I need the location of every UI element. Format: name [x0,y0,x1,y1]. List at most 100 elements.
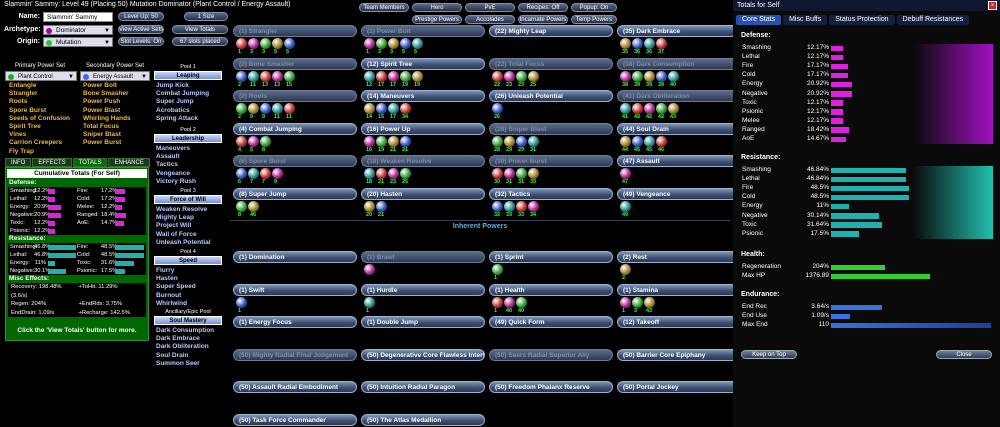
enhancement-icon[interactable] [388,70,399,82]
power-slot[interactable]: (1) Energy Focus [233,316,357,328]
tab-effects[interactable]: EFFECTS [32,158,72,167]
power-slot[interactable]: (41) Dark Obliteration [617,90,741,102]
enhancement-icon[interactable] [620,168,631,179]
primary-power-item[interactable]: Roots [9,98,28,106]
tab-misc-buffs[interactable]: Misc Buffs [783,15,828,25]
power-slot[interactable]: (16) Power Up [361,122,485,135]
prestige-powers-button[interactable]: Prestige Powers [412,15,462,24]
temp-powers-button[interactable]: Temp Powers [571,15,617,24]
power-slot[interactable]: (47) Assault [617,155,741,167]
pool-power-item[interactable]: Whirlwind [156,299,188,307]
enhancement-icon[interactable] [400,103,411,114]
power-slot[interactable]: (8) Super Jump [233,187,357,200]
enhancement-icon[interactable] [516,168,527,179]
pool-power-item[interactable]: Acrobatics [156,106,190,114]
tab-info[interactable]: INFO [5,158,32,167]
enhancement-icon[interactable] [620,135,631,147]
pool-power-item[interactable]: Wall of Force [156,230,197,238]
keep-on-top-button[interactable]: Keep on Top [741,350,797,359]
origin-select[interactable]: Mutation ▼ [43,37,113,47]
secondary-power-item[interactable]: Bone Smasher [83,90,129,98]
primary-set-select[interactable]: Plant Control ▼ [5,71,77,81]
power-slot[interactable]: (20) Hasten [361,187,485,200]
enhancement-icon[interactable] [400,70,411,82]
power-slot[interactable]: (35) Dark Embrace [617,25,741,37]
pool-power-item[interactable]: Jump Kick [156,82,189,89]
power-slot[interactable]: (50) Mighty Radial Final Judgement [233,348,357,361]
secondary-power-item[interactable]: Power Push [83,98,121,106]
enhancement-icon[interactable] [400,38,411,49]
power-slot[interactable]: (26) Unleash Potential [489,90,613,102]
power-slot[interactable]: (2) Bone Smasher [233,57,357,70]
pool-power-item[interactable]: Super Speed [156,283,196,291]
power-slot[interactable]: (4) Combat Jumping [233,122,357,135]
power-slot[interactable]: (28) Sniper Blast [489,122,613,135]
enhancement-icon[interactable] [284,103,295,114]
pool-power-item[interactable]: Dark Consumption [156,327,215,334]
enhancement-icon[interactable] [376,38,387,49]
enhancement-icon[interactable] [400,168,411,179]
enhancement-icon[interactable] [504,200,515,212]
pool-power-item[interactable]: Dark Embrace [156,335,200,343]
enhancement-icon[interactable] [248,168,259,179]
power-slot[interactable]: (1) Double Jump [361,316,485,328]
enhancement-icon[interactable] [260,135,271,147]
enhancement-icon[interactable] [248,103,259,114]
power-slot[interactable]: (38) Dark Consumption [617,57,741,70]
enhancement-icon[interactable] [248,135,259,147]
power-slot[interactable]: (50) Assault Radial Embodiment [233,381,357,393]
enhancement-icon[interactable] [620,38,631,49]
enhancement-icon[interactable] [236,168,247,179]
power-slot[interactable]: (50) Degenerative Core Flawless Interfac… [361,348,485,361]
hero-button[interactable]: Hero [412,3,462,12]
close-button[interactable]: Close [936,350,992,359]
power-slot[interactable]: (22) Total Focus [489,57,613,70]
enhancement-icon[interactable] [656,135,667,147]
pool-power-item[interactable]: Unleash Potential [156,238,211,246]
pool-power-item[interactable]: Combat Jumping [156,90,210,98]
power-slot[interactable]: (18) Weaken Resolve [361,155,485,167]
enhancement-icon[interactable] [644,70,655,82]
enhancement-icon[interactable] [284,70,295,82]
enhancement-icon[interactable] [260,38,271,49]
enhancement-icon[interactable] [400,135,411,147]
enhancement-icon[interactable] [260,168,271,179]
power-slot[interactable]: (32) Tactics [489,187,613,200]
enhancement-icon[interactable] [528,135,539,147]
power-slot[interactable]: (50) Intuition Radial Paragon [361,381,485,393]
pool-power-item[interactable]: Spring Attack [156,114,199,122]
enhancement-icon[interactable] [504,168,515,179]
enhancement-icon[interactable] [248,70,259,82]
pool-select[interactable]: Force of Will [154,195,222,204]
enhancement-icon[interactable] [364,168,375,179]
tab-core-stats[interactable]: Core Stats [736,15,782,25]
enhancement-icon[interactable] [644,135,655,147]
tab-debuff-resistances[interactable]: Debuff Resistances [896,15,970,25]
power-slot[interactable]: (49) Quick Form [489,316,613,328]
power-slot[interactable]: (1) Sprint [489,251,613,263]
enhancement-icon[interactable] [492,70,503,82]
enhancement-icon[interactable] [260,70,271,82]
pool-power-item[interactable]: Flurry [156,267,175,274]
name-input[interactable]: Slammin' Sammy [43,12,113,22]
enhancement-icon[interactable] [376,168,387,179]
enhancement-icon[interactable] [236,135,247,147]
enhancement-icon[interactable] [376,200,387,212]
pool-power-item[interactable]: Vengeance [156,169,190,177]
power-slot[interactable]: (12) Spirit Tree [361,57,485,70]
secondary-power-item[interactable]: Power Bolt [83,82,117,89]
enhancement-icon[interactable] [388,38,399,49]
enhancement-icon[interactable] [668,103,679,114]
pool-power-item[interactable]: Assault [156,153,180,161]
pool-power-item[interactable]: Tactics [156,161,178,169]
primary-power-item[interactable]: Fly Trap [9,147,34,155]
enhancement-icon[interactable] [260,103,271,114]
view-totals-button[interactable]: View Totals [172,25,228,34]
secondary-power-item[interactable]: Total Focus [83,122,119,130]
power-slot[interactable]: (1) Swift [233,283,357,296]
power-slot[interactable]: (1) Stamina [617,283,741,296]
enhancement-icon[interactable] [236,200,247,212]
pool-power-item[interactable]: Soul Drain [156,351,189,359]
enhancement-icon[interactable] [632,70,643,82]
pool-power-item[interactable]: Dark Obliteration [156,343,209,351]
